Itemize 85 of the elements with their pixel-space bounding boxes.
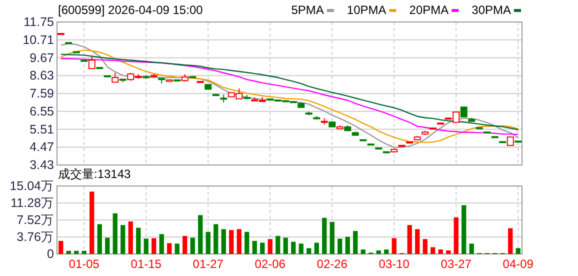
- x-tick-label: 02-26: [316, 257, 348, 271]
- legend-label: 30PMA: [472, 3, 511, 17]
- bar: [469, 244, 474, 254]
- x-tick-label: 01-27: [192, 257, 224, 271]
- bar: [244, 232, 250, 254]
- bar: [306, 248, 312, 254]
- chart-title: [600599] 2026-04-09 15:00: [58, 3, 204, 17]
- bar: [345, 236, 350, 254]
- bar: [74, 250, 79, 254]
- bar: [82, 250, 86, 254]
- bar: [214, 224, 218, 254]
- bar: [198, 215, 203, 254]
- candlestick: [112, 72, 119, 83]
- bar: [120, 225, 126, 254]
- bar: [236, 229, 242, 254]
- bar: [90, 192, 94, 254]
- bar: [422, 239, 428, 254]
- bar: [112, 213, 118, 254]
- bar: [252, 240, 257, 254]
- x-tick-label: 02-06: [254, 257, 286, 271]
- bar: [152, 238, 156, 254]
- bar: [97, 224, 102, 254]
- bar: [454, 217, 458, 254]
- x-tick-label: 03-27: [440, 257, 472, 271]
- y-tick-label: 0: [47, 247, 54, 261]
- x-tick-label: 03-10: [378, 257, 410, 271]
- y-tick-label: 10.71: [22, 32, 54, 47]
- bar: [260, 242, 265, 254]
- bar: [415, 229, 420, 254]
- bar: [182, 236, 188, 254]
- bar: [58, 240, 64, 254]
- y-tick-label: 3.76万: [16, 230, 54, 244]
- bar: [438, 249, 443, 254]
- candlestick: [460, 106, 468, 118]
- bar: [159, 234, 164, 254]
- bar: [136, 228, 141, 254]
- bar: [291, 242, 296, 254]
- y-tick-label: 4.47: [30, 140, 54, 154]
- bar: [206, 232, 210, 254]
- bar: [322, 218, 327, 254]
- legend-label: 10PMA: [346, 3, 386, 17]
- bar: [314, 242, 319, 254]
- bar: [66, 250, 71, 254]
- bar: [330, 222, 334, 254]
- bar: [407, 225, 412, 254]
- y-tick-label: 7.59: [30, 86, 54, 100]
- y-tick-label: 8.63: [30, 68, 54, 83]
- y-tick-label: 6.55: [30, 104, 54, 118]
- bar: [462, 205, 466, 254]
- bar: [353, 230, 358, 254]
- legend-label: 5PMA: [291, 3, 324, 17]
- y-tick-label: 11.28万: [10, 196, 54, 210]
- bar: [229, 230, 234, 254]
- bar: [430, 247, 436, 254]
- bar: [384, 249, 389, 254]
- x-tick-label: 01-15: [130, 257, 162, 271]
- bar: [221, 229, 226, 254]
- bar: [360, 249, 366, 254]
- candlestick: [88, 56, 96, 70]
- bar: [283, 238, 288, 254]
- bar: [508, 228, 513, 254]
- legend-label: 20PMA: [409, 3, 449, 17]
- x-tick-label: 04-09: [502, 257, 534, 271]
- bar: [516, 248, 520, 254]
- x-tick-label: 01-05: [68, 257, 100, 271]
- y-tick-label: 9.67: [30, 50, 54, 65]
- bar: [128, 221, 133, 254]
- y-tick-label: 7.52万: [16, 213, 54, 227]
- bar: [167, 243, 172, 254]
- chart-title: 成交量:13143: [58, 167, 132, 181]
- bar: [276, 236, 280, 254]
- bar: [105, 238, 110, 254]
- y-tick-label: 11.75: [24, 15, 54, 29]
- bar: [446, 250, 451, 254]
- bar: [392, 238, 396, 254]
- bar: [144, 238, 148, 254]
- bar: [190, 238, 195, 254]
- y-tick-label: 5.51: [30, 122, 54, 136]
- bar: [268, 239, 272, 254]
- y-tick-label: 15.04万: [10, 179, 54, 193]
- bar: [298, 244, 304, 254]
- y-tick-label: 3.43: [30, 158, 54, 172]
- bar: [174, 244, 180, 254]
- bar: [338, 238, 342, 254]
- bar: [376, 250, 381, 254]
